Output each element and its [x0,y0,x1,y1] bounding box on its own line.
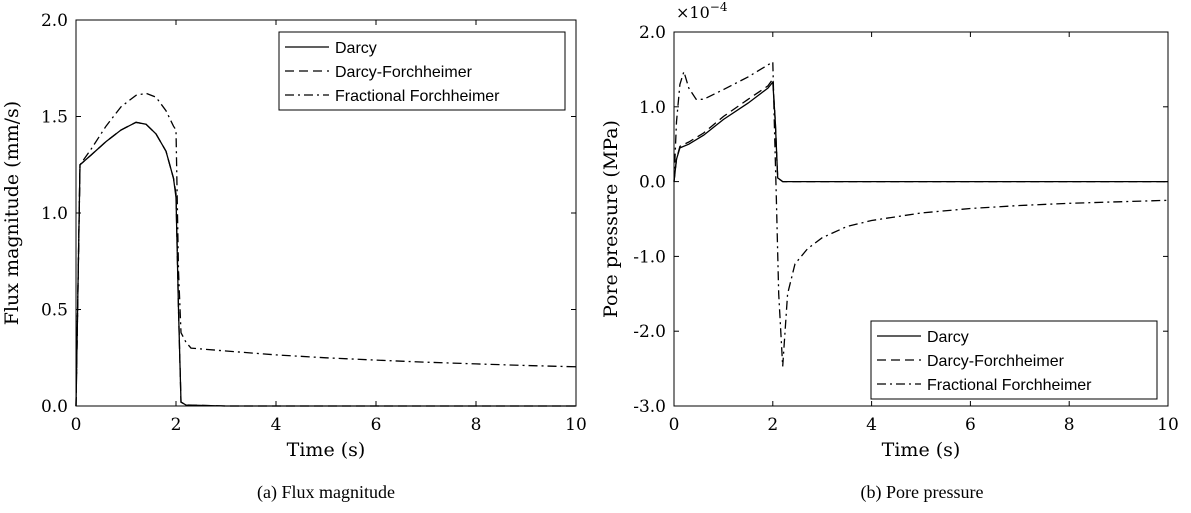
flux-magnitude-chart: 0 2 4 6 8 10 0.0 0.5 1.0 1.5 2.0 Time (s) Flux magni… [1,11,587,461]
x-tick-label: 2 [171,415,182,435]
y-tick-label: 2.0 [41,11,68,31]
x-tick-label: 8 [471,415,482,435]
legend: Darcy Darcy-Forchheimer Fractional Forchhe… [870,320,1158,400]
legend: Darcy Darcy-Forchheimer Fractional Forchhe… [278,31,566,111]
legend-label-darcy-forchheimer: Darcy-Forchheimer [335,64,473,81]
x-tick-label: 8 [1064,415,1075,435]
x-tick-label: 0 [71,415,82,435]
y-axis-exponent: ×10−4 [676,0,728,22]
x-tick-label: 4 [271,415,282,435]
y-tick-label: 0.0 [639,173,666,193]
legend-label-fractional-forchheimer: Fractional Forchheimer [927,377,1092,394]
series-line-darcy-forchheimer [75,121,576,407]
series-line-darcy-forchheimer [673,77,1168,183]
series-line-fractional-forchheimer [673,60,1169,367]
caption-flux-magnitude: (a) Flux magnitude [257,482,395,503]
x-tick-label: 4 [866,415,877,435]
legend-label-darcy: Darcy [335,40,377,57]
x-tick-label: 10 [565,415,587,435]
legend-label-darcy: Darcy [927,329,969,346]
y-tick-label: 0.0 [41,397,68,417]
legend-label-darcy-forchheimer: Darcy-Forchheimer [927,353,1065,370]
legend-box [278,31,566,111]
x-axis-label: Time (s) [287,439,366,461]
y-tick-label: -3.0 [633,397,666,417]
pore-pressure-chart: 0 2 4 6 8 10 -3.0 -2.0 -1.0 0.0 1.0 2.0 Time (s) Pore… [600,0,1179,461]
x-tick-label: 2 [767,415,778,435]
y-tick-label: 1.0 [639,98,666,118]
caption-pore-pressure: (b) Pore pressure [861,482,984,503]
series-line-darcy [673,80,1168,183]
series-line-darcy [75,121,576,407]
y-tick-label: -1.0 [633,247,666,267]
y-tick-label: 0.5 [41,301,68,321]
x-tick-label: 6 [371,415,382,435]
series-line-fractional-forchheimer [75,92,577,407]
x-tick-label: 6 [965,415,976,435]
x-axis-label: Time (s) [882,439,961,461]
y-axis-label: Flux magnitude (mm/s) [1,101,23,325]
legend-box [870,320,1158,400]
x-tick-label: 10 [1157,415,1179,435]
x-tick-label: 0 [669,415,680,435]
y-tick-label: -2.0 [633,322,666,342]
y-tick-label: 2.0 [639,23,666,43]
y-tick-label: 1.5 [41,108,68,128]
legend-label-fractional-forchheimer: Fractional Forchheimer [335,88,500,105]
plot-frame [673,31,1169,407]
y-axis-label: Pore pressure (MPa) [600,120,622,318]
y-tick-label: 1.0 [41,204,68,224]
